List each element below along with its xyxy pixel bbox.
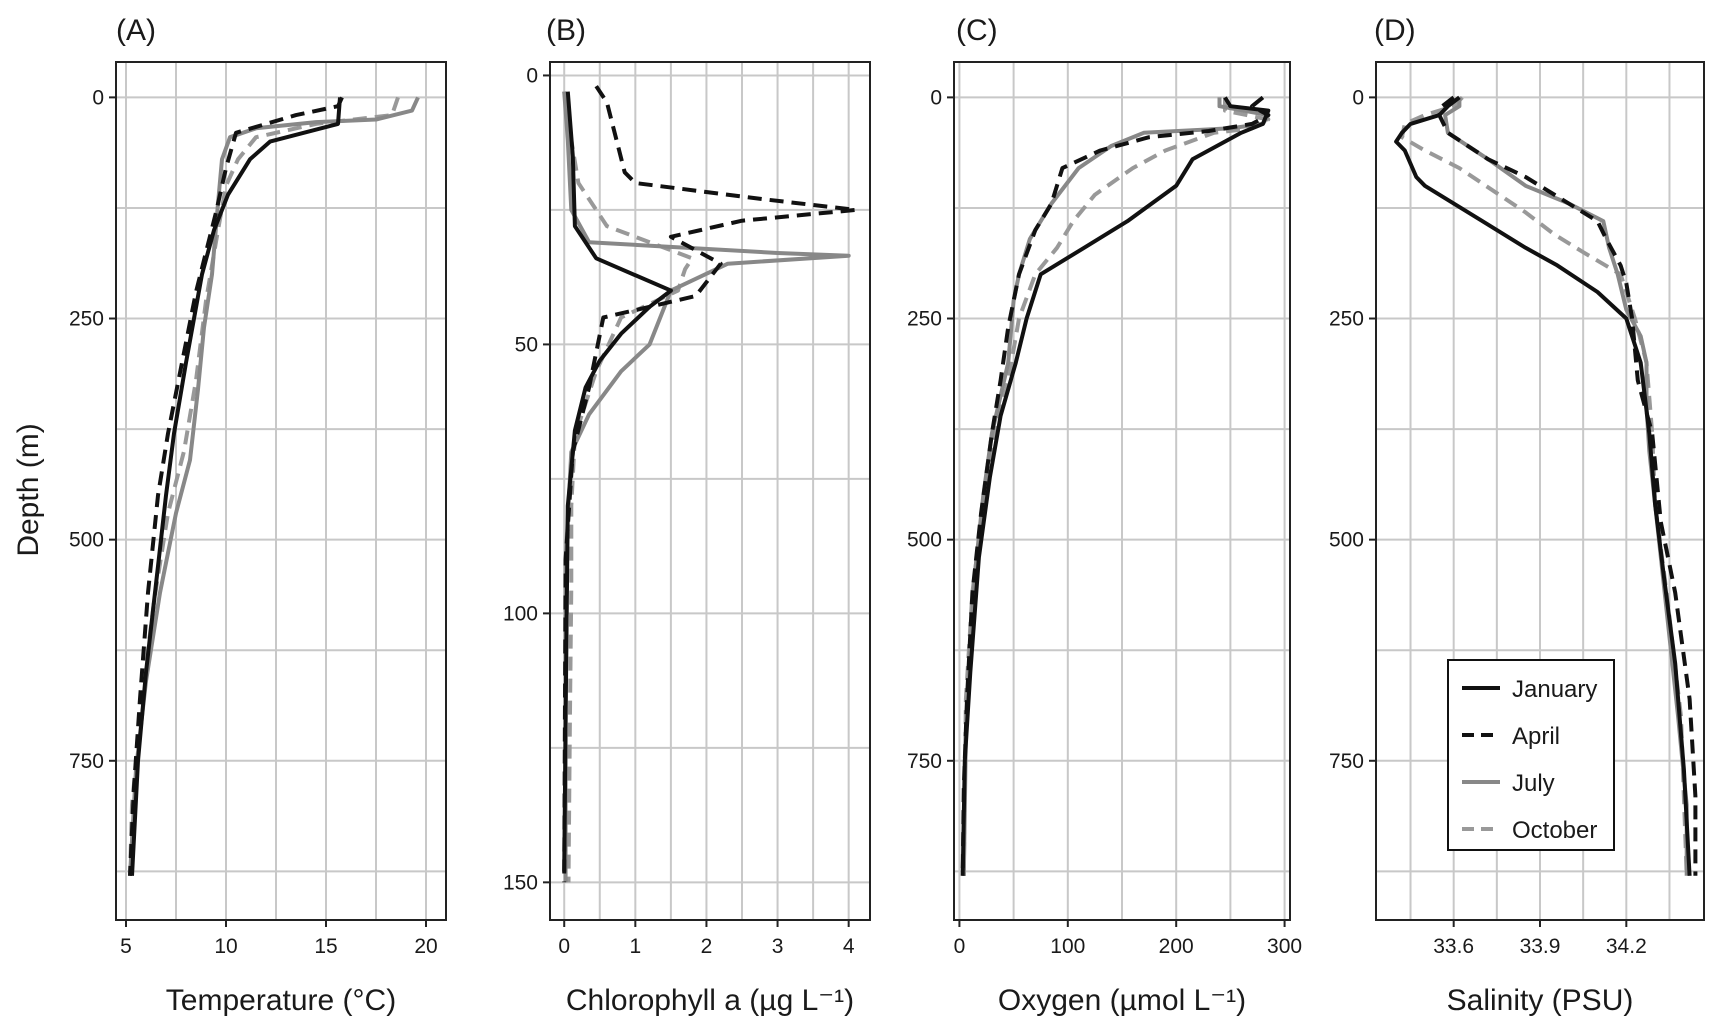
- legend-label-october: October: [1512, 817, 1597, 844]
- grid: [550, 62, 870, 920]
- series-group: [562, 85, 858, 883]
- panel-a: 5 10 15 20 0 250 500 750 (A) Temperature (°C): [69, 14, 447, 1017]
- legend-box: [1447, 659, 1615, 851]
- series-line-april: [1437, 95, 1698, 876]
- y-axis-title: Depth (m): [12, 423, 45, 556]
- x-tick-label: 1: [629, 935, 641, 958]
- y-tick-label: 750: [1329, 750, 1364, 773]
- plot-frame: [115, 61, 447, 921]
- panel-d: 33.6 33.9 34.2 0 250 500 750 (D) Salinity (PSU): [1329, 14, 1705, 1017]
- x-tick-label: 5: [120, 935, 132, 958]
- x-tick-label: 10: [214, 935, 237, 958]
- series-line-april: [562, 85, 858, 883]
- panel-b: 0 1 2 3 4 0 50 100 150 (B) Chlorophyll a (µg L⁻¹): [503, 14, 871, 1017]
- series-line-january: [1394, 95, 1692, 876]
- legend-label-january: January: [1512, 676, 1597, 703]
- panel-label: (C): [956, 14, 998, 47]
- y-tick-label: 250: [907, 308, 942, 331]
- series-line-january: [130, 97, 342, 876]
- x-tick-label: 33.6: [1433, 935, 1474, 958]
- plot-area: [116, 62, 446, 920]
- x-tick-label: 0: [954, 935, 966, 958]
- x-tick-label: 20: [414, 935, 437, 958]
- series-line-october: [562, 91, 695, 883]
- x-axis-title: Chlorophyll a (µg L⁻¹): [566, 984, 854, 1017]
- panel-label: (D): [1374, 14, 1416, 47]
- x-axis-title: Oxygen (µmol L⁻¹): [998, 984, 1246, 1017]
- y-tick-label: 500: [907, 529, 942, 552]
- y-tick-label: 500: [1329, 529, 1364, 552]
- x-tick-label: 15: [314, 935, 337, 958]
- series-line-april: [960, 95, 1271, 876]
- panel-c: 0 100 200 300 0 250 500 750 (C) Oxygen (µmol L⁻¹): [907, 14, 1302, 1017]
- plot-frame: [549, 61, 871, 921]
- x-tick-label: 2: [701, 935, 713, 958]
- series-group: [128, 96, 420, 876]
- y-tick-label: 750: [907, 750, 942, 773]
- panel-label: (A): [116, 14, 156, 47]
- y-tick-label: 150: [503, 871, 538, 894]
- grid: [954, 62, 1290, 920]
- legend: January April July October: [1447, 659, 1615, 851]
- x-axis-title: Salinity (PSU): [1447, 984, 1634, 1017]
- x-tick-label: 34.2: [1606, 935, 1647, 958]
- x-tick-label: 4: [843, 935, 855, 958]
- x-tick-label: 200: [1159, 935, 1194, 958]
- series-line-july: [128, 96, 420, 876]
- series-group: [960, 95, 1271, 876]
- y-tick-label: 100: [503, 602, 538, 625]
- x-tick-label: 33.9: [1520, 935, 1561, 958]
- y-tick-label: 250: [69, 308, 104, 331]
- x-axis-title: Temperature (°C): [166, 984, 396, 1017]
- panel-label: (B): [546, 14, 586, 47]
- series-line-january: [562, 91, 673, 872]
- y-tick-label: 0: [930, 86, 942, 109]
- y-tick-label: 0: [1352, 86, 1364, 109]
- plot-frame: [953, 61, 1291, 921]
- y-tick-label: 500: [69, 529, 104, 552]
- x-tick-label: 3: [772, 935, 784, 958]
- y-tick-label: 750: [69, 750, 104, 773]
- x-tick-label: 300: [1267, 935, 1302, 958]
- legend-label-july: July: [1512, 770, 1555, 797]
- y-tick-label: 50: [515, 333, 538, 356]
- x-tick-label: 100: [1050, 935, 1085, 958]
- series-group: [1394, 95, 1698, 876]
- y-tick-label: 250: [1329, 308, 1364, 331]
- series-line-january: [960, 96, 1271, 876]
- grid: [1376, 62, 1704, 920]
- series-line-april: [128, 96, 344, 876]
- legend-label-april: April: [1512, 723, 1560, 750]
- y-tick-label: 0: [526, 64, 538, 87]
- x-tick-label: 0: [558, 935, 570, 958]
- y-tick-label: 0: [92, 86, 104, 109]
